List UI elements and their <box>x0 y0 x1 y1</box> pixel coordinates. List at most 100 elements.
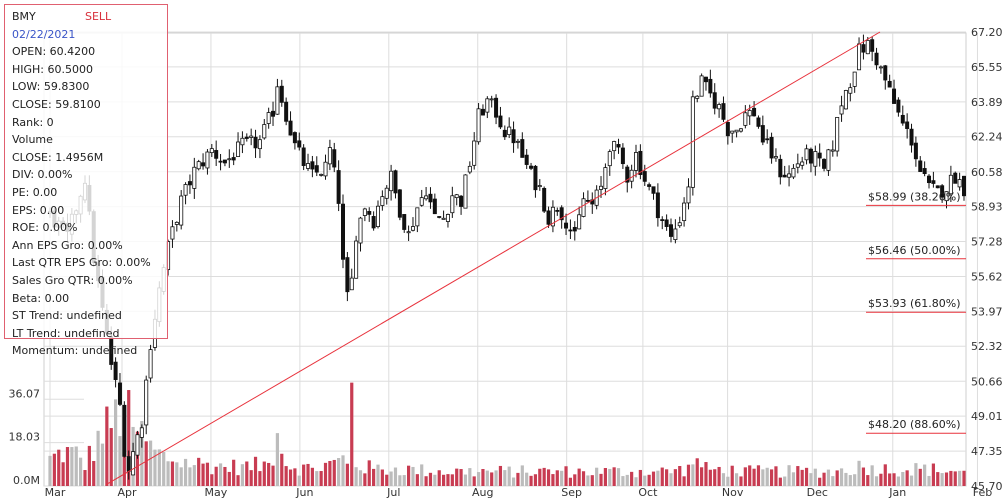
candle <box>240 131 245 154</box>
candle-body <box>367 211 372 215</box>
candle-body <box>454 194 459 199</box>
volume-bar <box>249 470 253 486</box>
price-tick-label: 63.89 <box>971 96 1003 109</box>
volume-bar <box>153 449 157 486</box>
candle <box>174 221 179 232</box>
candle <box>266 107 271 129</box>
candle-body <box>437 216 442 218</box>
volume-bar <box>914 463 918 486</box>
volume-bar <box>428 472 433 486</box>
candle-body <box>642 171 647 182</box>
price-tick-label: 57.28 <box>971 235 1003 248</box>
candle <box>236 132 241 157</box>
volume-bar <box>608 468 612 486</box>
lt-trend-value: LT Trend: undefined <box>12 326 120 340</box>
date-label: 02/22/2021 <box>12 27 76 41</box>
candle-body <box>813 151 818 167</box>
candle-body <box>747 110 752 117</box>
candle <box>515 138 520 149</box>
candle-body <box>131 451 136 476</box>
candle-body <box>340 203 345 260</box>
volume-bar <box>468 468 472 486</box>
volume-tick-label: 18.03 <box>9 431 41 444</box>
candle-body <box>419 197 424 206</box>
volume-bar <box>800 469 804 486</box>
volume-bar <box>962 470 966 486</box>
candle-body <box>940 185 945 198</box>
volume-bar <box>337 458 341 486</box>
candle-body <box>857 43 862 71</box>
candle-body <box>472 140 477 166</box>
candle-body <box>515 140 520 143</box>
candle <box>677 216 682 228</box>
candle-body <box>139 427 144 438</box>
candle-body <box>721 103 726 120</box>
candle <box>817 143 822 167</box>
month-tick-label: Nov <box>722 486 744 499</box>
candle <box>319 173 324 177</box>
volume-bar <box>214 466 218 486</box>
volume-bars <box>48 382 966 486</box>
volume-bar <box>323 462 328 486</box>
candle <box>900 105 905 126</box>
volume-bar <box>83 470 87 486</box>
candle-body <box>323 161 328 177</box>
candle-body <box>935 185 940 189</box>
volume-bar <box>57 449 61 486</box>
candle-body <box>568 229 573 232</box>
volume-bar <box>888 473 892 486</box>
candle-body <box>738 128 743 132</box>
candle-body <box>183 184 188 196</box>
candle <box>843 89 848 110</box>
volume-bar <box>940 473 944 486</box>
volume-bar <box>573 474 577 486</box>
candle-body <box>817 152 822 159</box>
candle <box>463 174 468 209</box>
candle-body <box>306 163 311 169</box>
candle <box>196 159 201 171</box>
volume-bar <box>927 475 931 486</box>
volume-bar <box>818 477 822 486</box>
volume-bar <box>870 465 874 486</box>
candle <box>445 213 450 228</box>
candle <box>795 153 800 174</box>
candle <box>699 73 704 97</box>
candle-body <box>708 78 713 94</box>
candle-body <box>253 136 258 149</box>
close-value: CLOSE: 59.8100 <box>12 97 101 111</box>
candle-body <box>655 192 660 219</box>
candle <box>953 171 958 184</box>
candle <box>244 133 249 142</box>
candle-body <box>878 66 883 69</box>
candle <box>113 357 118 388</box>
candle <box>214 140 219 166</box>
candle <box>362 207 367 222</box>
candle-body <box>765 138 770 141</box>
candle <box>485 96 490 119</box>
volume-bar <box>380 469 384 486</box>
volume-bar <box>669 473 673 486</box>
volume-bar <box>188 467 192 486</box>
volume-bar <box>529 475 533 486</box>
candle-body <box>743 112 748 126</box>
volume-bar <box>809 473 813 486</box>
volume-bar <box>643 475 647 486</box>
candle-body <box>524 154 529 165</box>
candle <box>804 144 809 165</box>
candle-body <box>647 184 652 187</box>
candle <box>542 186 547 213</box>
volume-bar <box>476 472 481 486</box>
candle <box>948 165 953 203</box>
candle-body <box>699 75 704 97</box>
candle <box>629 164 634 189</box>
volume-bar <box>533 474 538 486</box>
candle <box>170 220 175 248</box>
volume-bar <box>459 469 463 486</box>
volume-bar <box>555 470 559 486</box>
volume-bar <box>896 476 900 486</box>
candle-body <box>725 121 730 137</box>
volume-bar <box>288 469 293 486</box>
candle <box>227 149 232 168</box>
volume-bar <box>765 467 769 486</box>
candle <box>839 95 844 122</box>
